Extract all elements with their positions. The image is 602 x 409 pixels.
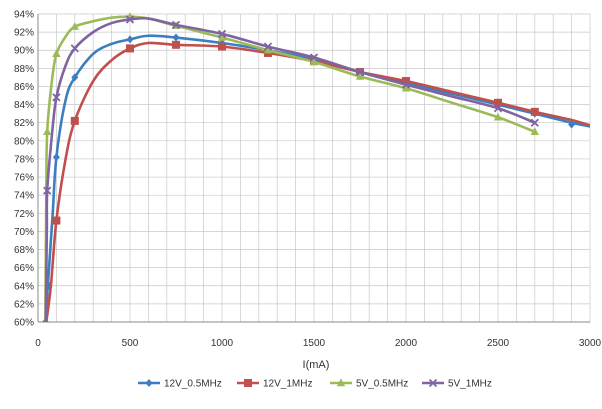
legend-label: 5V_1MHz — [448, 379, 492, 390]
data-point — [530, 107, 539, 116]
legend-swatch-marker — [145, 379, 153, 387]
legend-swatch-marker — [244, 379, 252, 387]
legend: 12V_0.5MHz 12V_1MHz 5V_0.5MHz 5V_1MHz — [138, 378, 492, 390]
y-tick-label: 68% — [14, 245, 34, 256]
data-point — [355, 72, 365, 80]
y-tick-label: 90% — [14, 46, 34, 57]
data-point — [494, 98, 502, 107]
data-point — [309, 53, 319, 62]
x-marker-stroke — [493, 104, 503, 113]
data-point — [52, 49, 61, 58]
x-tick-label: 1000 — [211, 338, 234, 349]
legend-item: 5V_0.5MHz — [330, 378, 408, 390]
data-point — [70, 22, 79, 30]
data-point — [70, 44, 79, 53]
legend-swatch-marker — [428, 378, 438, 388]
data-point — [172, 33, 180, 42]
x-tick-label: 1500 — [303, 338, 326, 349]
y-tick-label: 80% — [14, 136, 34, 147]
x-marker-stroke — [43, 186, 52, 195]
x-marker-stroke — [355, 67, 365, 77]
data-point — [493, 104, 503, 113]
x-marker-stroke — [125, 15, 135, 24]
y-tick-label: 82% — [14, 118, 34, 129]
y-tick-label: 78% — [14, 154, 34, 165]
x-marker-stroke — [52, 93, 61, 102]
data-point — [43, 186, 52, 195]
data-point — [43, 127, 52, 135]
data-point — [263, 42, 273, 51]
legend-label: 12V_0.5MHz — [164, 379, 222, 390]
data-point — [70, 116, 79, 125]
data-point — [401, 83, 411, 92]
x-marker-stroke — [217, 29, 227, 39]
series-5v-1mhz — [43, 15, 539, 322]
data-point — [530, 127, 539, 135]
legend-label: 5V_0.5MHz — [356, 379, 408, 390]
data-point — [52, 93, 61, 102]
x-marker-stroke — [309, 53, 319, 62]
data-point — [263, 45, 273, 54]
data-point — [171, 20, 181, 30]
legend-item: 5V_1MHz — [422, 379, 492, 390]
data-point — [355, 67, 365, 77]
y-tick-label: 64% — [14, 281, 34, 292]
series-line — [44, 15, 537, 322]
x-marker-stroke — [530, 118, 539, 127]
y-tick-label: 84% — [14, 100, 34, 111]
y-tick-label: 88% — [14, 64, 34, 75]
y-tick-label: 76% — [14, 173, 34, 184]
series-line — [44, 41, 590, 322]
x-tick-label: 0 — [35, 338, 41, 349]
series-line — [44, 16, 537, 322]
y-tick-label: 94% — [14, 10, 34, 21]
x-tick-label: 500 — [122, 338, 139, 349]
data-point — [568, 120, 576, 129]
data-point — [217, 29, 227, 39]
x-marker-stroke — [263, 42, 273, 51]
y-tick-label: 86% — [14, 82, 34, 93]
y-tick-label: 62% — [14, 299, 34, 310]
x-axis-title: I(mA) — [303, 359, 330, 371]
legend-swatch-marker — [336, 378, 346, 387]
y-tick-label: 92% — [14, 28, 34, 39]
data-point — [52, 153, 60, 162]
data-point — [530, 118, 539, 127]
y-tick-label: 70% — [14, 227, 34, 238]
data-point — [125, 15, 135, 24]
y-tick-label: 60% — [14, 318, 34, 329]
x-tick-label: 2500 — [487, 338, 510, 349]
data-point — [71, 73, 79, 82]
data-point — [309, 57, 319, 66]
x-tick-labels: 0 500 1000 1500 2000 2500 3000 — [35, 338, 601, 349]
y-tick-label: 74% — [14, 191, 34, 202]
data-point — [493, 112, 503, 121]
y-tick-labels: 60% 62% 64% 66% 68% 70% 72% 74% 76% 78% 80% 82% 84% 8… — [14, 10, 34, 329]
data-point — [402, 77, 410, 86]
x-marker-stroke — [70, 44, 79, 53]
data-point — [126, 44, 134, 53]
data-point — [172, 40, 180, 49]
legend-label: 12V_1MHz — [263, 379, 312, 390]
x-marker-stroke — [428, 378, 438, 388]
data-point — [218, 42, 226, 51]
x-marker-stroke — [171, 20, 181, 30]
y-tick-label: 66% — [14, 263, 34, 274]
x-tick-label: 2000 — [395, 338, 418, 349]
x-marker-stroke — [401, 80, 411, 89]
data-point — [52, 216, 61, 225]
x-tick-label: 3000 — [579, 338, 602, 349]
legend-item: 12V_0.5MHz — [138, 379, 222, 390]
data-point — [217, 33, 227, 41]
legend-item: 12V_1MHz — [237, 379, 312, 390]
data-point — [126, 35, 134, 44]
data-point — [401, 80, 411, 89]
y-tick-label: 72% — [14, 209, 34, 220]
